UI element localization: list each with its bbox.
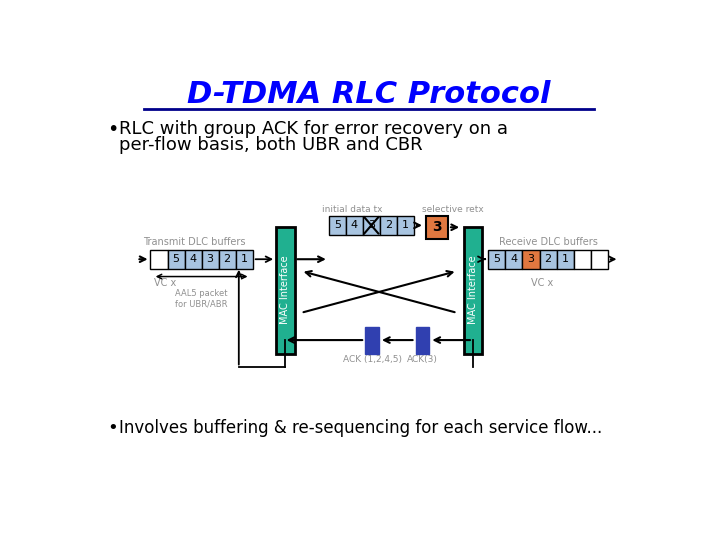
Text: D-TDMA RLC Protocol: D-TDMA RLC Protocol [187, 79, 551, 109]
Bar [380, 215, 397, 235]
Bar [590, 249, 608, 269]
Bar [426, 215, 448, 239]
Bar [505, 249, 523, 269]
Text: AAL5 packet
for UBR/ABR: AAL5 packet for UBR/ABR [176, 289, 228, 308]
Text: selective retx: selective retx [422, 205, 484, 214]
Text: 5: 5 [334, 220, 341, 231]
Bar [202, 249, 219, 269]
Bar [574, 249, 590, 269]
Text: MAC Interface: MAC Interface [280, 256, 290, 325]
Text: per-flow basis, both UBR and CBR: per-flow basis, both UBR and CBR [120, 136, 423, 154]
Bar [523, 249, 539, 269]
Text: Involves buffering & re-sequencing for each service flow...: Involves buffering & re-sequencing for e… [120, 419, 603, 437]
Text: 3: 3 [207, 254, 214, 264]
Bar [219, 249, 235, 269]
Bar [365, 327, 379, 354]
Bar [276, 226, 294, 354]
Text: 4: 4 [351, 220, 358, 231]
Text: 1: 1 [402, 220, 409, 231]
Text: VC x: VC x [154, 278, 176, 288]
Text: 2: 2 [224, 254, 230, 264]
Text: 3: 3 [528, 254, 534, 264]
Text: 5: 5 [173, 254, 179, 264]
Text: 1: 1 [562, 254, 569, 264]
Bar [346, 215, 363, 235]
Text: ACK (1,2,4,5): ACK (1,2,4,5) [343, 355, 402, 364]
Bar [557, 249, 574, 269]
Bar [363, 215, 380, 235]
Text: initial data tx: initial data tx [322, 205, 382, 214]
Bar [150, 249, 168, 269]
Bar [184, 249, 202, 269]
Bar [539, 249, 557, 269]
Bar [329, 215, 346, 235]
Bar [488, 249, 505, 269]
Text: 1: 1 [240, 254, 248, 264]
Text: 3: 3 [368, 220, 375, 231]
Bar [397, 215, 414, 235]
Text: MAC Interface: MAC Interface [468, 256, 478, 325]
Text: RLC with group ACK for error recovery on a: RLC with group ACK for error recovery on… [120, 120, 508, 138]
Bar [415, 327, 429, 354]
Text: Transmit DLC buffers: Transmit DLC buffers [143, 237, 245, 247]
Text: 5: 5 [493, 254, 500, 264]
Text: 2: 2 [384, 220, 392, 231]
Text: 2: 2 [544, 254, 552, 264]
Text: 3: 3 [433, 220, 442, 234]
Bar [168, 249, 184, 269]
Text: •: • [107, 120, 118, 139]
Bar [235, 249, 253, 269]
Text: VC x: VC x [531, 278, 554, 288]
Text: 4: 4 [510, 254, 518, 264]
Text: Receive DLC buffers: Receive DLC buffers [498, 237, 598, 247]
Text: 4: 4 [189, 254, 197, 264]
Text: ACK(3): ACK(3) [407, 355, 438, 364]
Bar [464, 226, 482, 354]
Text: •: • [107, 419, 118, 437]
